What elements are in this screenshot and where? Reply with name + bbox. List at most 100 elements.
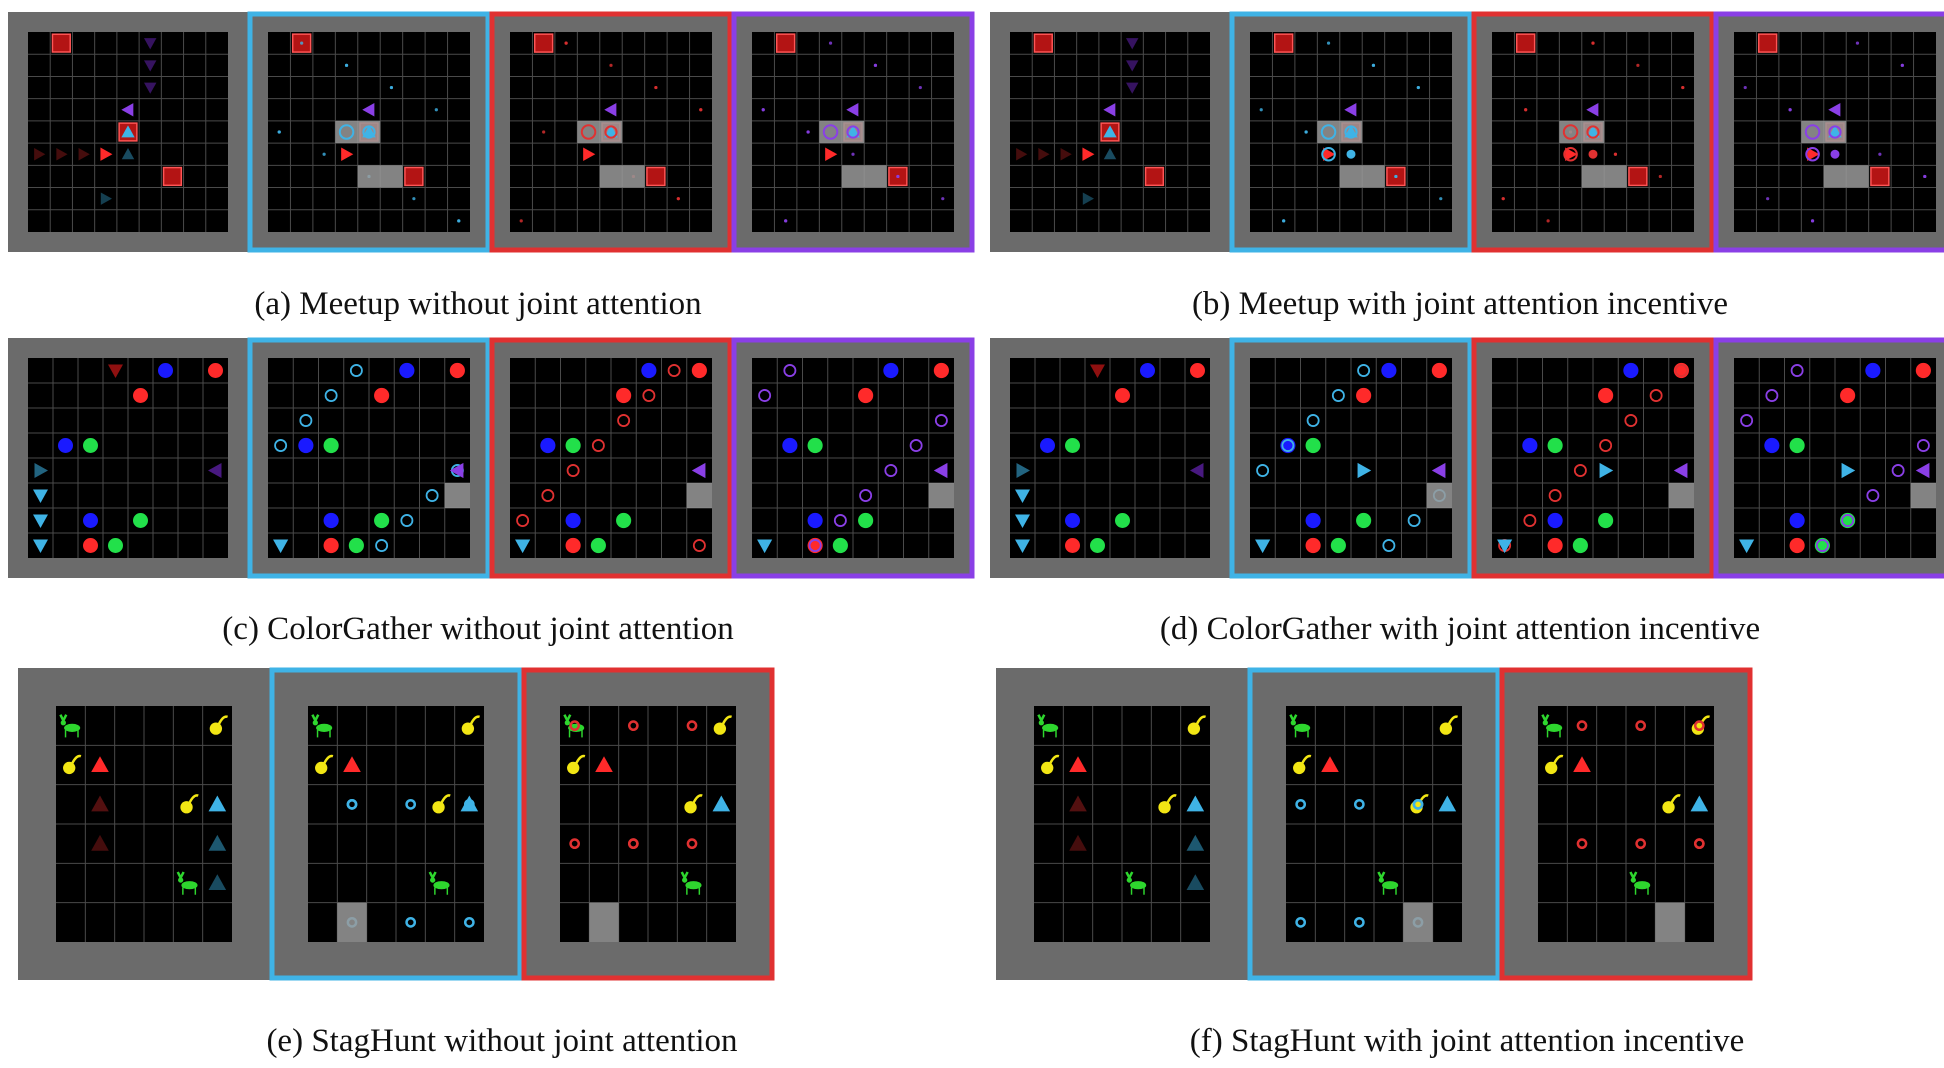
attention-ring-icon: [541, 489, 555, 502]
triangle-agent-icon: [100, 147, 113, 161]
stag-leg: [581, 730, 583, 738]
triangle-agent-icon: [1586, 125, 1600, 138]
colored-disc-icon: [1658, 174, 1662, 179]
attention-ring-icon: [1599, 439, 1613, 452]
colored-disc-icon: [1305, 537, 1321, 554]
goal-square-icon: [162, 166, 183, 187]
goal-square-icon: [1515, 33, 1536, 53]
observed-cell: [1317, 120, 1363, 144]
triangle-agent-icon: [1126, 60, 1139, 72]
view-border-purple: [1713, 11, 1944, 253]
plant-stem: [440, 794, 451, 804]
view-border-red: [489, 337, 733, 579]
plant-fruit: [1041, 761, 1054, 775]
panel-view-blue: [269, 667, 523, 981]
attention-ring-icon: [667, 364, 681, 377]
observed-cell: [1426, 483, 1452, 508]
colored-disc-icon: [1282, 219, 1286, 223]
colored-disc-icon: [1598, 387, 1614, 404]
triangle-agent-icon: [1090, 364, 1105, 378]
stag-leg: [316, 730, 319, 738]
panel-view-blue: [1247, 667, 1501, 981]
triangle-agent-icon: [1069, 756, 1087, 773]
attention-ring-icon: [1815, 539, 1829, 552]
caption-a: (a) Meetup without joint attention: [254, 286, 702, 322]
plant-icon: [461, 715, 480, 735]
colored-disc-icon: [918, 85, 922, 90]
caption-c: (c) ColorGather without joint attention: [222, 611, 734, 647]
plant-icon: [1662, 794, 1681, 814]
observed-cell: [1559, 120, 1605, 144]
stag-leg: [1546, 730, 1549, 738]
colored-disc-icon: [896, 174, 900, 179]
attention-ring-icon: [1576, 838, 1588, 850]
colored-disc-icon: [1547, 537, 1563, 554]
triangle-agent-icon: [33, 489, 48, 503]
plant-icon: [63, 754, 82, 775]
triangle-agent-icon: [362, 103, 375, 117]
attention-ring-icon: [580, 124, 597, 140]
triangle-agent-icon: [1565, 147, 1578, 161]
plant-stem: [1447, 715, 1458, 725]
goal-square-icon: [404, 166, 424, 187]
triangle-agent-icon: [1190, 463, 1204, 478]
triangle-agent-icon: [121, 125, 135, 138]
stag-body: [1042, 723, 1059, 732]
attention-ring-icon: [1635, 720, 1647, 732]
plant-fruit: [567, 761, 580, 775]
plant-icon: [684, 794, 703, 814]
plant-fruit: [1187, 722, 1201, 735]
stag-head: [1542, 720, 1548, 726]
stag-head: [60, 720, 66, 726]
attention-ring-icon: [346, 798, 358, 810]
triangle-agent-icon: [1807, 147, 1820, 161]
colored-disc-icon: [565, 437, 581, 454]
colored-disc-icon: [691, 362, 707, 379]
attention-ring-icon: [1573, 464, 1587, 477]
attention-ring-icon: [617, 414, 631, 427]
stag-leg: [568, 730, 571, 738]
stag-head: [312, 720, 318, 726]
colored-disc-icon: [542, 130, 546, 134]
observed-cell: [686, 483, 712, 508]
attention-ring-icon: [1331, 389, 1345, 402]
triangle-agent-icon: [1186, 795, 1205, 812]
colored-disc-icon: [564, 41, 568, 45]
triangle-agent-icon: [91, 834, 109, 851]
view-border-blue: [1247, 667, 1501, 981]
caption-e: (e) StagHunt without joint attention: [266, 1023, 738, 1059]
colored-disc-icon: [654, 85, 658, 90]
triangle-agent-icon: [78, 148, 90, 161]
colored-disc-icon: [1346, 149, 1356, 159]
stag-leg: [698, 887, 701, 895]
attention-ring-icon: [692, 539, 706, 552]
triangle-agent-icon: [933, 462, 948, 479]
attention-ring-icon: [362, 125, 376, 139]
triangle-agent-icon: [100, 192, 112, 205]
plant-stem: [217, 715, 228, 725]
stag-leg: [446, 887, 449, 895]
attention-ring-icon: [627, 720, 639, 732]
plant-fruit: [713, 722, 727, 735]
triangle-agent-icon: [1016, 463, 1030, 478]
attention-ring-icon: [405, 916, 417, 928]
colored-disc-icon: [1591, 41, 1595, 45]
panel-view-global: [990, 338, 1230, 578]
colored-disc-icon: [1330, 537, 1346, 554]
attention-ring-icon: [1765, 389, 1779, 402]
colored-disc-icon: [1065, 438, 1080, 453]
attention-ring-icon: [884, 464, 898, 477]
plant-stem: [1166, 794, 1177, 804]
plant-stem: [469, 715, 480, 725]
plant-stem: [721, 715, 732, 725]
colored-disc-icon: [1878, 152, 1882, 156]
triangle-agent-icon: [583, 147, 596, 161]
colored-disc-icon: [1789, 537, 1805, 554]
view-border-blue: [269, 667, 523, 981]
stag-icon: [311, 714, 333, 738]
triangle-agent-icon: [1126, 38, 1139, 50]
attention-ring-icon: [686, 720, 698, 732]
attention-ring-icon: [604, 125, 618, 139]
stag-antler: [428, 871, 437, 879]
